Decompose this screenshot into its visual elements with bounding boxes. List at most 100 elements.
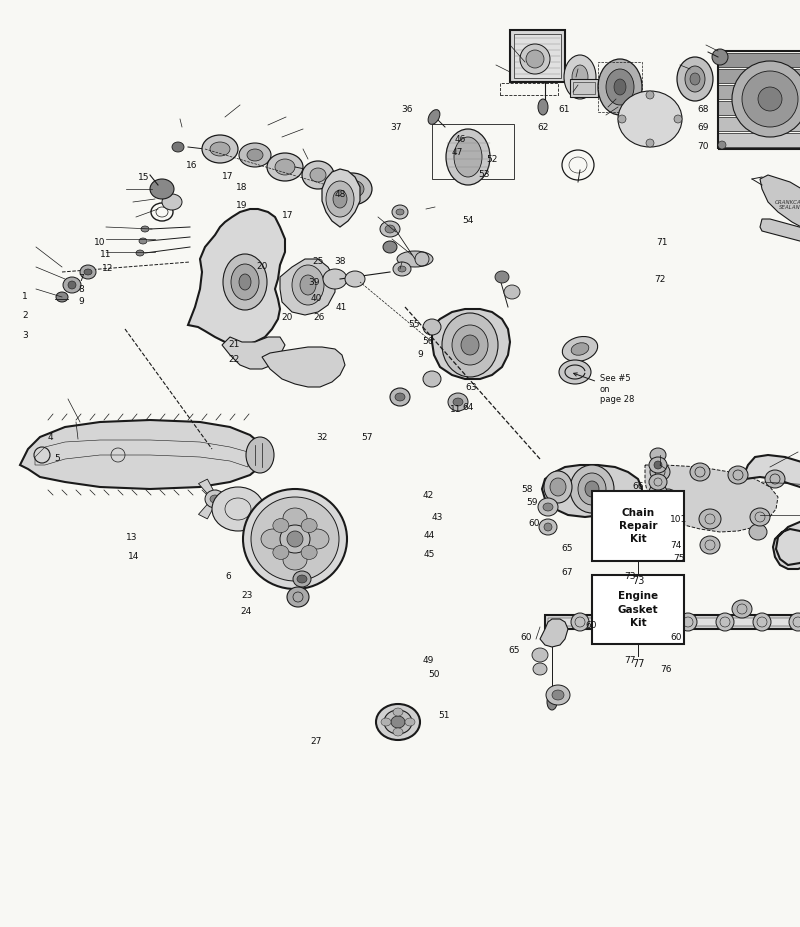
Text: 1: 1 [22,292,28,301]
Polygon shape [760,219,800,249]
Polygon shape [280,259,335,315]
Ellipse shape [526,50,544,68]
Text: 25: 25 [312,257,323,266]
Ellipse shape [405,718,415,726]
Text: 9: 9 [78,297,84,306]
Text: 77: 77 [632,659,644,669]
Ellipse shape [305,529,329,549]
Ellipse shape [742,71,798,127]
Ellipse shape [340,180,364,198]
Polygon shape [222,494,239,503]
Ellipse shape [141,226,149,232]
Text: 21: 21 [228,340,239,349]
Bar [718,101,800,115]
Ellipse shape [643,613,661,631]
Bar [545,615,800,629]
Ellipse shape [543,503,553,511]
Ellipse shape [395,393,405,401]
Text: 40: 40 [310,294,322,303]
Text: 19: 19 [236,201,247,210]
Ellipse shape [618,115,626,123]
Bar [598,62,642,112]
Text: 41: 41 [336,303,347,312]
Ellipse shape [699,509,721,529]
Ellipse shape [546,685,570,705]
Ellipse shape [68,281,76,289]
Text: 56: 56 [422,337,434,346]
Text: 20: 20 [256,262,267,272]
Text: 63: 63 [466,383,477,392]
Ellipse shape [520,44,550,74]
Ellipse shape [789,613,800,631]
Ellipse shape [544,523,552,531]
Text: 16: 16 [186,160,197,170]
Polygon shape [198,479,214,495]
Ellipse shape [578,473,606,505]
Text: 68: 68 [698,105,709,114]
Text: 2: 2 [22,311,28,320]
Text: 39: 39 [308,278,319,287]
Ellipse shape [446,129,490,185]
Ellipse shape [332,173,372,205]
Ellipse shape [267,153,303,181]
Text: 27: 27 [310,737,322,746]
Ellipse shape [728,466,748,484]
Bar [573,82,595,94]
Ellipse shape [606,69,634,105]
Bar [500,83,558,95]
Text: 20: 20 [282,312,293,322]
Text: See #5
on
page 28: See #5 on page 28 [574,373,634,404]
Ellipse shape [571,343,589,355]
Ellipse shape [423,319,441,335]
Ellipse shape [302,161,334,189]
Ellipse shape [648,600,668,618]
Ellipse shape [63,277,81,293]
Ellipse shape [383,241,397,253]
Ellipse shape [391,716,405,728]
Text: 65: 65 [508,646,519,655]
Ellipse shape [650,463,670,481]
Text: 73: 73 [632,576,644,586]
Ellipse shape [538,498,558,516]
Ellipse shape [287,531,303,547]
Ellipse shape [690,463,710,481]
Text: 75: 75 [674,553,685,563]
Bar [718,51,800,149]
Text: 17: 17 [222,171,234,181]
Polygon shape [540,619,568,647]
Ellipse shape [550,478,566,496]
Text: 44: 44 [424,531,435,540]
Text: 47: 47 [452,148,463,158]
Text: 69: 69 [698,123,709,133]
Text: 18: 18 [236,183,247,192]
Ellipse shape [539,519,557,535]
Ellipse shape [532,648,548,662]
Ellipse shape [504,285,520,299]
Ellipse shape [448,393,468,411]
Text: 60: 60 [670,633,682,642]
Text: Engine
Gasket
Kit: Engine Gasket Kit [618,591,658,628]
Ellipse shape [385,225,395,233]
Text: 3: 3 [22,331,28,340]
Ellipse shape [275,159,295,175]
Text: 57: 57 [362,433,373,442]
Text: 38: 38 [334,257,346,266]
Ellipse shape [333,190,347,208]
Text: 61: 61 [558,105,570,114]
Ellipse shape [718,141,726,149]
Ellipse shape [700,536,720,554]
Text: 11: 11 [100,250,111,260]
Ellipse shape [301,518,317,533]
Ellipse shape [765,470,785,488]
Ellipse shape [390,388,410,406]
Ellipse shape [243,489,347,589]
Text: 66: 66 [632,482,643,491]
Ellipse shape [310,168,326,182]
Text: 101: 101 [670,514,688,524]
Text: 55: 55 [408,320,419,329]
Ellipse shape [712,49,728,65]
Text: 60: 60 [586,621,597,630]
Ellipse shape [585,481,599,497]
Text: 70: 70 [698,142,709,151]
Text: 58: 58 [522,485,533,494]
